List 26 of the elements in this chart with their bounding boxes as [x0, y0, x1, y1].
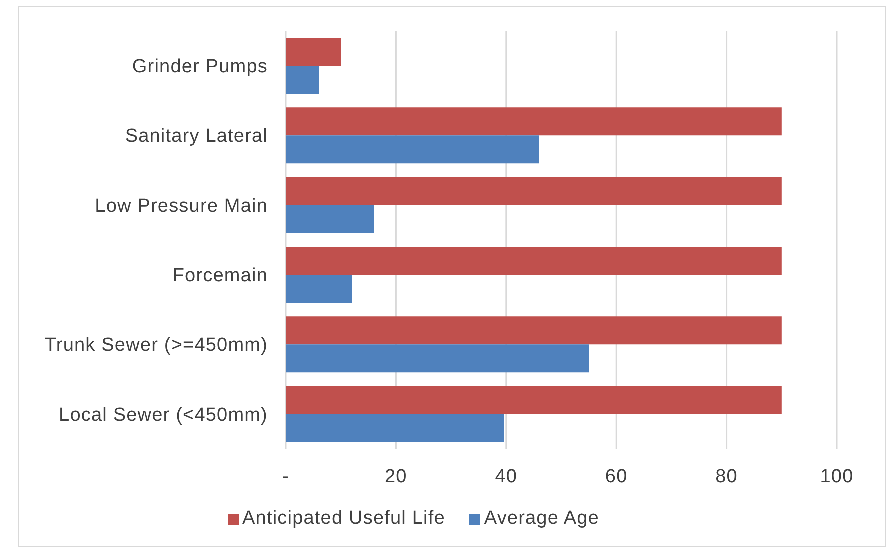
x-tick-label: 40	[495, 466, 518, 488]
bar	[286, 386, 782, 414]
y-tick-label: Trunk Sewer (>=450mm)	[44, 335, 268, 356]
bar	[286, 246, 782, 275]
y-tick-label: Low Pressure Main	[95, 196, 268, 217]
x-tick-label: 100	[820, 466, 854, 488]
bar	[286, 136, 540, 164]
y-tick-label: Forcemain	[172, 266, 268, 287]
y-tick-label: Grinder Pumps	[132, 56, 268, 78]
x-tick-label: 80	[716, 466, 738, 488]
legend-label: Anticipated Useful Life	[242, 508, 446, 529]
x-tick-label: 60	[605, 466, 628, 488]
bar	[286, 177, 782, 206]
bar	[286, 316, 782, 345]
bar	[286, 344, 590, 373]
bar	[286, 108, 782, 136]
bar	[286, 274, 352, 303]
y-tick-label: Sanitary Lateral	[125, 126, 268, 148]
bar	[286, 66, 320, 94]
bar	[286, 38, 342, 66]
x-tick-label: -	[282, 466, 290, 488]
y-tick-label: Local Sewer (<450mm)	[59, 404, 268, 426]
bar	[286, 205, 374, 234]
legend-label: Average Age	[484, 508, 600, 529]
x-tick-label: 20	[385, 466, 408, 488]
bar	[286, 414, 504, 442]
